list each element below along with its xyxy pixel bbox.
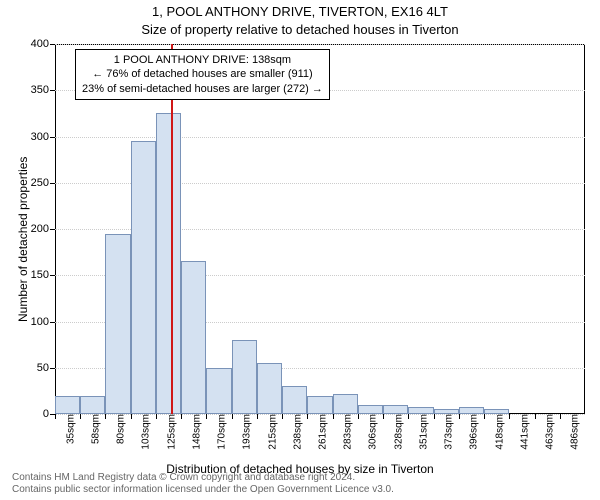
xtick-mark (156, 414, 157, 419)
xtick-label: 418sqm (488, 414, 505, 450)
xtick-label: 328sqm (387, 414, 404, 450)
ytick-label: 0 (43, 408, 55, 420)
histogram-bar (459, 407, 484, 414)
annotation-line-1: 1 POOL ANTHONY DRIVE: 138sqm (82, 53, 323, 67)
ytick-label: 350 (31, 84, 55, 96)
plot-area: 05010015020025030035040035sqm58sqm80sqm1… (55, 44, 585, 414)
xtick-mark (80, 414, 81, 419)
xtick-mark (358, 414, 359, 419)
annotation-line-3: 23% of semi-detached houses are larger (… (82, 82, 323, 96)
xtick-label: 193sqm (236, 414, 253, 450)
xtick-mark (131, 414, 132, 419)
gridline (55, 44, 585, 45)
histogram-bar (383, 405, 408, 414)
xtick-mark (257, 414, 258, 419)
ytick-label: 300 (31, 131, 55, 143)
xtick-label: 486sqm (564, 414, 581, 450)
xtick-label: 35sqm (59, 414, 76, 444)
xtick-label: 373sqm (438, 414, 455, 450)
ytick-label: 250 (31, 177, 55, 189)
xtick-label: 463sqm (539, 414, 556, 450)
annotation-box: 1 POOL ANTHONY DRIVE: 138sqm← 76% of det… (75, 49, 330, 100)
ytick-label: 150 (31, 269, 55, 281)
xtick-mark (383, 414, 384, 419)
xtick-label: 215sqm (261, 414, 278, 450)
annotation-line-2: ← 76% of detached houses are smaller (91… (82, 67, 323, 81)
xtick-mark (333, 414, 334, 419)
xtick-mark (232, 414, 233, 419)
xtick-label: 148sqm (185, 414, 202, 450)
histogram-bar (55, 396, 80, 415)
footer-attribution: Contains HM Land Registry data © Crown c… (12, 472, 394, 496)
histogram-bar (80, 396, 105, 415)
xtick-label: 306sqm (362, 414, 379, 450)
xtick-label: 80sqm (110, 414, 127, 444)
xtick-label: 238sqm (286, 414, 303, 450)
ytick-label: 50 (37, 362, 55, 374)
xtick-label: 351sqm (412, 414, 429, 450)
histogram-bar (333, 394, 358, 414)
histogram-bar (131, 141, 156, 414)
xtick-mark (181, 414, 182, 419)
xtick-mark (535, 414, 536, 419)
xtick-mark (459, 414, 460, 419)
xtick-label: 283sqm (337, 414, 354, 450)
footer-line-1: Contains HM Land Registry data © Crown c… (12, 472, 394, 484)
histogram-bar (408, 407, 433, 414)
ytick-label: 400 (31, 38, 55, 50)
xtick-mark (434, 414, 435, 419)
xtick-mark (560, 414, 561, 419)
histogram-bar (307, 396, 332, 415)
ytick-label: 100 (31, 316, 55, 328)
chart-title-main: 1, POOL ANTHONY DRIVE, TIVERTON, EX16 4L… (0, 4, 600, 19)
xtick-mark (105, 414, 106, 419)
y-axis-label: Number of detached properties (16, 156, 30, 321)
xtick-mark (307, 414, 308, 419)
ytick-label: 200 (31, 223, 55, 235)
xtick-label: 125sqm (160, 414, 177, 450)
footer-line-2: Contains public sector information licen… (12, 484, 394, 496)
histogram-bar (105, 234, 130, 414)
histogram-bar (156, 113, 181, 414)
xtick-label: 261sqm (312, 414, 329, 450)
xtick-label: 58sqm (84, 414, 101, 444)
gridline (55, 137, 585, 138)
xtick-mark (509, 414, 510, 419)
histogram-bar (282, 386, 307, 414)
chart-root: 1, POOL ANTHONY DRIVE, TIVERTON, EX16 4L… (0, 0, 600, 500)
xtick-mark (484, 414, 485, 419)
xtick-label: 396sqm (463, 414, 480, 450)
xtick-mark (408, 414, 409, 419)
xtick-mark (206, 414, 207, 419)
chart-title-sub: Size of property relative to detached ho… (0, 22, 600, 37)
histogram-bar (181, 261, 206, 414)
xtick-label: 103sqm (135, 414, 152, 450)
histogram-bar (257, 363, 282, 414)
histogram-bar (206, 368, 231, 414)
xtick-label: 441sqm (513, 414, 530, 450)
xtick-label: 170sqm (211, 414, 228, 450)
histogram-bar (232, 340, 257, 414)
xtick-mark (282, 414, 283, 419)
xtick-mark (55, 414, 56, 419)
histogram-bar (358, 405, 383, 414)
